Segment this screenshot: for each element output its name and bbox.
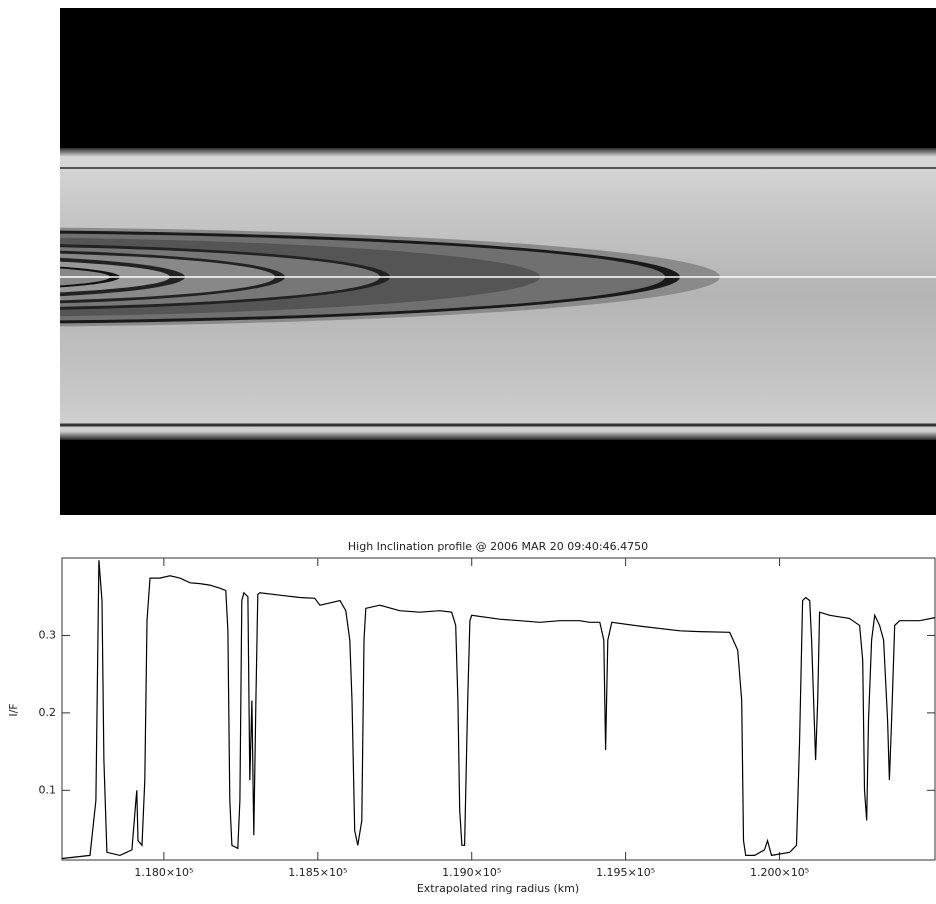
y-tick-label: 0.2	[39, 706, 57, 719]
x-tick-label: 1.195×10⁵	[596, 866, 655, 879]
y-tick-label: 0.1	[39, 783, 57, 796]
x-tick-label: 1.200×10⁵	[750, 866, 809, 879]
ring-image	[60, 8, 936, 515]
profile-line	[61, 560, 936, 860]
chart-title: High Inclination profile @ 2006 MAR 20 0…	[348, 540, 648, 553]
x-axis-label: Extrapolated ring radius (km)	[417, 882, 579, 895]
y-axis-label: I/F	[7, 703, 20, 716]
x-tick-label: 1.185×10⁵	[288, 866, 347, 879]
x-tick-label: 1.180×10⁵	[134, 866, 193, 879]
x-tick-label: 1.190×10⁵	[442, 866, 501, 879]
plot-frame	[61, 557, 936, 861]
y-tick-label: 0.3	[39, 628, 57, 641]
